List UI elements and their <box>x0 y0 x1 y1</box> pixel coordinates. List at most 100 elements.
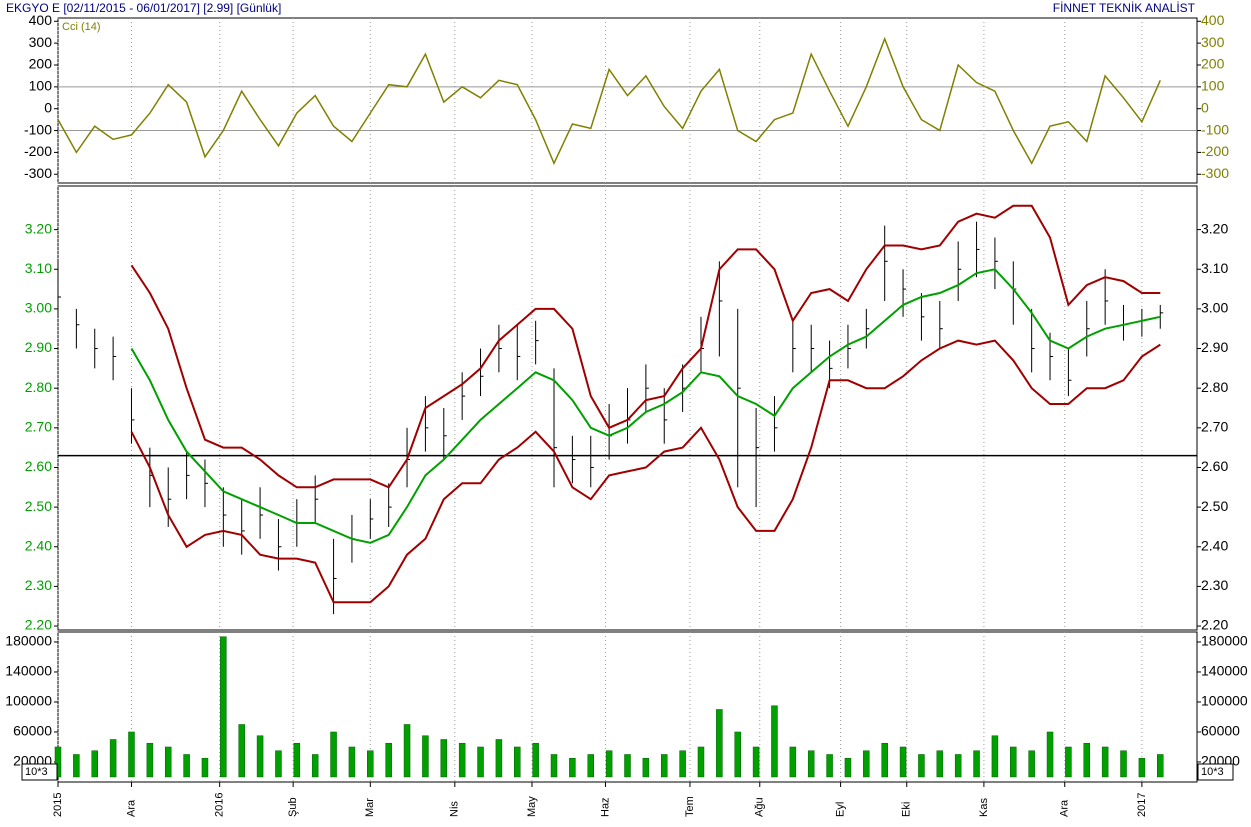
x-tick-label: Ara <box>1059 799 1071 817</box>
volume-bar <box>1120 750 1127 778</box>
y-tick-label: 0 <box>1201 99 1209 115</box>
y-tick-label: 180000 <box>5 633 52 649</box>
y-tick-label: 2.80 <box>1201 379 1228 395</box>
volume-bar <box>936 750 944 778</box>
y-tick-label: 0 <box>44 99 52 115</box>
y-tick-label: 2.40 <box>25 537 52 553</box>
volume-bar <box>1028 750 1035 778</box>
volume-bar <box>1046 731 1054 778</box>
panel-frame <box>57 185 1198 631</box>
volume-bar <box>973 750 980 778</box>
y-tick-label: 2.30 <box>1201 577 1228 593</box>
y-tick-label: 2.90 <box>1201 339 1228 355</box>
y-tick-label: -300 <box>1201 165 1229 181</box>
volume-bar <box>1157 754 1164 778</box>
volume-bar <box>569 757 576 778</box>
unit-label: 10*3 <box>1201 766 1224 778</box>
x-tick-label: Ara <box>125 799 137 817</box>
series-line <box>130 339 1161 604</box>
y-tick-label: 3.10 <box>25 260 52 276</box>
y-tick-label: 2.60 <box>25 458 52 474</box>
volume-bar <box>514 746 521 778</box>
volume-bar <box>1083 742 1091 778</box>
volume-bar <box>256 735 264 778</box>
brand: FİNNET TEKNİK ANALİST <box>1053 1 1196 15</box>
volume-bar <box>550 754 558 778</box>
unit-box <box>21 763 58 781</box>
y-tick-label: 400 <box>29 12 53 28</box>
y-tick-label: -200 <box>1201 143 1229 159</box>
volume-bar <box>863 750 870 778</box>
series-line <box>130 268 1161 544</box>
y-tick-label: 200 <box>1201 56 1225 72</box>
x-tick-label: Tem <box>684 796 696 817</box>
y-tick-label: 140000 <box>1201 663 1248 679</box>
y-tick-label: 300 <box>29 34 53 50</box>
volume-bar <box>109 739 117 778</box>
y-tick-label: 2.80 <box>25 379 52 395</box>
indicator-label: Cci (14) <box>62 21 101 33</box>
x-tick-label: May <box>526 796 538 817</box>
y-tick-label: 2.50 <box>25 498 52 514</box>
panel-frame <box>57 17 1198 184</box>
volume-bar <box>532 742 539 778</box>
x-tick-label: Şub <box>287 797 299 817</box>
y-tick-label: 2.60 <box>1201 458 1228 474</box>
y-tick-label: 100000 <box>5 693 52 709</box>
volume-bar <box>789 746 797 778</box>
y-tick-label: 2.90 <box>25 339 52 355</box>
volume-bar <box>826 754 833 778</box>
volume-bar <box>1101 746 1109 778</box>
volume-bar <box>991 735 999 778</box>
volume-bar <box>164 746 172 778</box>
y-tick-label: 2.20 <box>25 617 52 633</box>
volume-bar <box>54 746 62 778</box>
y-tick-label: 100 <box>29 78 53 94</box>
volume-bar <box>403 724 411 778</box>
volume-bar <box>128 731 135 778</box>
y-tick-label: 100 <box>1201 78 1225 94</box>
volume-bar <box>146 742 154 778</box>
x-tick-label: Kas <box>978 798 990 817</box>
y-tick-label: 2.70 <box>1201 419 1228 435</box>
y-tick-label: 3.20 <box>1201 220 1228 236</box>
series-line <box>57 36 1161 166</box>
y-tick-label: 100000 <box>1201 693 1248 709</box>
volume-bar <box>477 746 484 778</box>
volume-bar <box>495 739 503 778</box>
volume-bar <box>642 757 650 778</box>
volume-bar <box>844 757 852 778</box>
volume-bar <box>697 746 705 778</box>
y-tick-label: -200 <box>24 143 52 159</box>
y-tick-label: 3.20 <box>25 220 52 236</box>
volume-bar <box>367 750 374 778</box>
x-tick-label: 2016 <box>214 793 226 817</box>
x-tick-label: Haz <box>599 797 611 817</box>
y-tick-label: 2.40 <box>1201 537 1228 553</box>
y-tick-label: 60000 <box>13 723 52 739</box>
volume-bar <box>660 754 668 778</box>
volume-bar <box>73 754 80 778</box>
volume-bar <box>201 757 209 778</box>
unit-box <box>1197 763 1234 781</box>
volume-bar <box>587 754 595 778</box>
volume-bar <box>275 750 282 778</box>
y-tick-label: 2.70 <box>25 419 52 435</box>
volume-bar <box>1010 746 1017 778</box>
x-tick-label: Mar <box>364 798 376 817</box>
y-tick-label: -300 <box>24 165 52 181</box>
volume-bar <box>881 742 888 778</box>
x-tick-label: 2017 <box>1136 793 1148 817</box>
x-tick-label: Ağu <box>754 797 766 817</box>
y-tick-label: 2.30 <box>25 577 52 593</box>
y-tick-label: 140000 <box>5 663 52 679</box>
volume-bar <box>807 750 815 778</box>
volume-bar <box>458 742 466 778</box>
volume-bar <box>238 724 245 778</box>
y-tick-label: 400 <box>1201 12 1225 28</box>
y-tick-label: 3.00 <box>25 300 52 316</box>
y-tick-label: 180000 <box>1201 633 1248 649</box>
volume-bar <box>91 750 98 778</box>
